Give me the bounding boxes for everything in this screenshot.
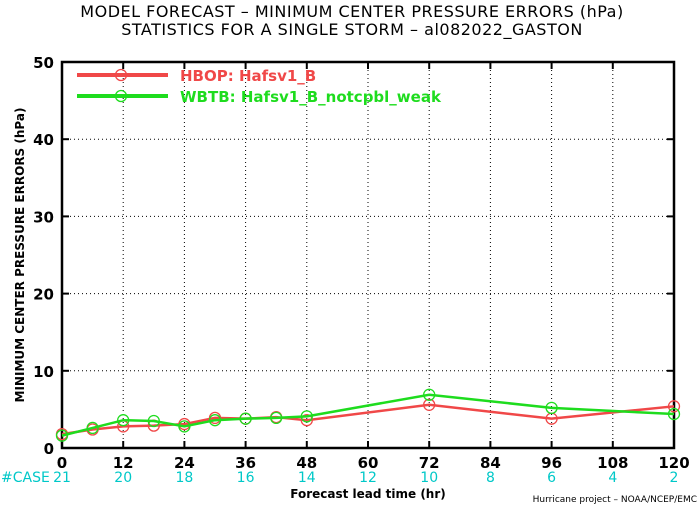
y-tick-label: 50	[33, 54, 54, 72]
x-tick-label: 72	[419, 454, 440, 472]
legend-marker	[114, 89, 128, 103]
y-tick-label: 0	[44, 440, 54, 458]
x-tick-label: 12	[113, 454, 134, 472]
data-point	[86, 421, 99, 435]
data-point	[147, 414, 160, 428]
data-point	[178, 420, 191, 433]
x-tick-label: 36	[235, 454, 256, 472]
x-tick-label: 0	[57, 454, 67, 472]
credit-text: Hurricane project – NOAA/NCEP/EMC	[533, 495, 697, 505]
y-tick-label: 10	[33, 363, 54, 381]
case-count: 4	[608, 470, 617, 486]
case-count: 16	[237, 470, 255, 486]
data-point	[423, 398, 436, 411]
x-tick-label: 60	[358, 454, 379, 472]
legend-label: HBOP: Hafsv1_B	[180, 67, 316, 85]
y-axis-label: MINIMUM CENTER PRESSURE ERRORS (hPa)	[13, 108, 27, 403]
data-point	[117, 414, 130, 427]
y-tick-label: 30	[33, 208, 54, 226]
y-tick-label: 40	[33, 131, 54, 149]
x-tick-label: 48	[296, 454, 317, 472]
x-tick-label: 108	[597, 454, 628, 472]
case-count: 20	[114, 470, 132, 486]
x-tick-label: 120	[658, 454, 689, 472]
data-point	[545, 401, 558, 415]
legend-label: WBTB: Hafsv1_B_notcpbl_weak	[180, 88, 442, 106]
data-point	[667, 400, 681, 413]
data-point	[300, 414, 313, 427]
case-count: 6	[547, 470, 556, 486]
data-point	[300, 410, 313, 423]
axis-ticks: 0 12 24 36 48 60 72 84 96 108 120 0 10 20 30 40 50	[33, 54, 690, 472]
case-counts: 21 20 18 16 14 12 10 8 6 4 2	[53, 470, 678, 486]
case-count: 21	[53, 470, 71, 486]
y-tick-label: 20	[33, 286, 54, 304]
legend: HBOP: Hafsv1_B WBTB: Hafsv1_B_notcpbl_wea…	[77, 67, 442, 106]
data-point	[239, 412, 252, 425]
data-point	[208, 414, 222, 427]
data-point	[270, 411, 283, 425]
x-tick-label: 96	[541, 454, 562, 472]
case-count: 12	[359, 470, 377, 486]
x-tick-label: 84	[480, 454, 501, 472]
case-count: 2	[670, 470, 679, 486]
grid	[62, 62, 674, 448]
chart-title: MODEL FORECAST – MINIMUM CENTER PRESSURE…	[80, 2, 623, 21]
case-count: 8	[486, 470, 495, 486]
x-tick-label: 24	[174, 454, 195, 472]
chart-subtitle: STATISTICS FOR A SINGLE STORM – al082022…	[121, 20, 583, 40]
case-label: #CASE	[1, 470, 50, 486]
data-point	[423, 388, 436, 401]
data-point	[667, 407, 681, 421]
legend-marker	[114, 68, 128, 82]
case-count: 10	[420, 470, 438, 486]
series-group	[55, 388, 681, 442]
case-count: 18	[175, 470, 193, 486]
case-count: 14	[298, 470, 316, 486]
x-axis-label: Forecast lead time (hr)	[290, 487, 446, 501]
data-point	[55, 429, 69, 442]
